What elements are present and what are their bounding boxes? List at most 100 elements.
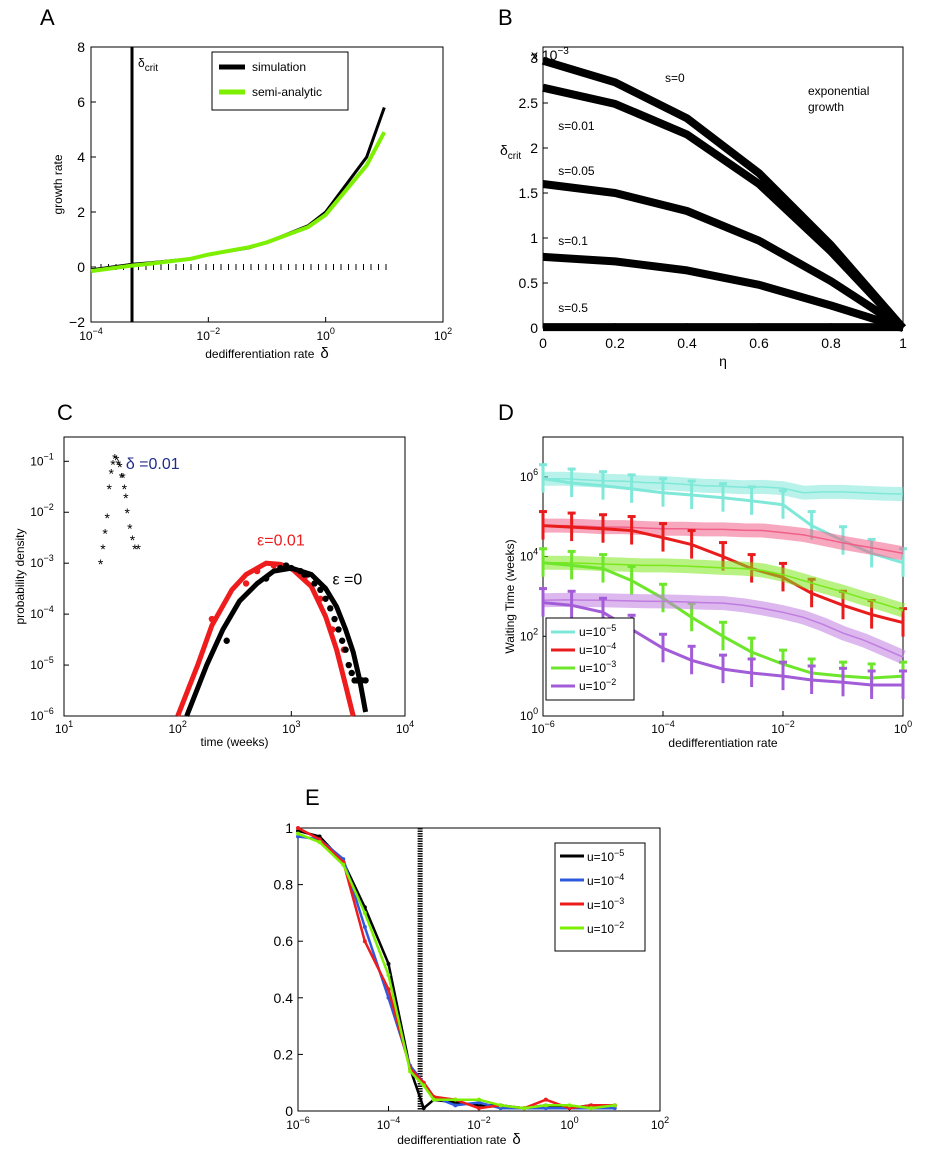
e-legend-label: u=10−3 <box>587 896 624 912</box>
c-fit-curve <box>184 565 369 717</box>
e-series-point <box>543 1106 548 1111</box>
d-legend-label: u=10−4 <box>579 641 616 657</box>
c-dot-point <box>262 575 270 582</box>
c-xtick-label: 103 <box>282 719 300 736</box>
e-series-point <box>477 1100 481 1105</box>
e-xtick-label: 102 <box>651 1115 669 1132</box>
c-dot-point <box>348 669 355 677</box>
d-legend-label: u=10−3 <box>579 659 616 675</box>
c-dot-point <box>317 595 324 602</box>
c-dot-point <box>277 564 284 572</box>
e-series-line <box>297 835 615 1110</box>
e-xlabel: dedifferentiation rate δ <box>397 1131 521 1148</box>
c-fit-curve <box>175 560 356 717</box>
e-series-point <box>421 1106 426 1111</box>
e-legend <box>554 842 646 952</box>
b-xtick-label: 0 <box>539 335 547 351</box>
d-xtick-label: 100 <box>894 719 912 736</box>
a-series-semi-analytic <box>90 131 387 274</box>
b-ylabel: δcrit <box>500 142 521 162</box>
a-ylabel: growth rate <box>51 154 65 214</box>
b-xtick-label: 0.2 <box>605 335 625 351</box>
panel-label-E: E <box>305 785 320 810</box>
e-series-point <box>296 834 300 839</box>
panel-d: D 10−6 10−4 10−2 100 100 102 104 106 u=10−5 u=10−4… <box>498 400 912 750</box>
e-series-point <box>477 1097 481 1102</box>
b-xlabel: η <box>719 353 727 369</box>
c-dot-point <box>253 567 261 575</box>
e-series-point <box>296 831 300 836</box>
c-ytick-label: 10−6 <box>30 706 54 723</box>
c-star-point: * <box>112 450 118 466</box>
c-dot-point <box>338 637 346 644</box>
e-series-point <box>386 961 391 966</box>
c-star-point: * <box>122 481 128 497</box>
e-series-point <box>498 1103 503 1108</box>
a-ytick-label: 2 <box>77 204 85 220</box>
b-xtick-label: 0.6 <box>749 335 769 351</box>
e-xtick-label: 10−4 <box>377 1115 401 1132</box>
e-series-point <box>453 1097 458 1102</box>
c-star-point: * <box>110 457 116 473</box>
a-ytick-label: 4 <box>77 149 85 165</box>
e-series-point <box>453 1103 458 1108</box>
e-series-point <box>386 973 391 978</box>
e-series-line <box>297 826 615 1110</box>
e-series-point <box>589 1103 594 1108</box>
d-ytick-label: 104 <box>520 547 538 564</box>
b-ytick-label: 2.5 <box>519 95 539 111</box>
c-dot-point <box>311 580 318 587</box>
e-series-point <box>408 1069 413 1074</box>
b-annotation-line: exponential <box>808 84 869 98</box>
c-xlabel: time (weeks) <box>200 735 268 749</box>
b-series-line <box>542 180 906 332</box>
c-dot-point <box>322 595 329 602</box>
panel-label-B: B <box>498 5 513 30</box>
c-dot-point <box>329 626 336 633</box>
b-xtick-label: 0.4 <box>677 335 697 351</box>
a-xtick-label: 102 <box>434 326 452 343</box>
e-series-point <box>317 840 322 845</box>
panel-label-D: D <box>498 400 514 425</box>
d-legend-label: u=10−2 <box>579 677 616 693</box>
e-series-point <box>477 1106 481 1111</box>
d-ytick-label: 106 <box>520 467 538 484</box>
c-star-point: * <box>132 541 138 557</box>
a-ytick-label: 6 <box>77 94 85 110</box>
a-xtick-label: 10−2 <box>197 326 221 343</box>
b-annotation-line: growth <box>808 100 844 114</box>
e-series-point <box>612 1106 617 1111</box>
c-star-point: * <box>98 556 104 572</box>
e-series-point <box>431 1097 436 1102</box>
c-xtick-label: 101 <box>55 719 73 736</box>
c-star-point: * <box>102 526 108 542</box>
e-legend-label: u=10−4 <box>587 872 624 888</box>
c-star-point: * <box>120 470 126 486</box>
d-ytick-label: 100 <box>520 706 538 723</box>
panel-a-axes-frame <box>90 46 444 323</box>
b-series-label: s=0.1 <box>558 234 588 248</box>
e-series-point <box>317 837 322 842</box>
panel-label-A: A <box>40 5 55 30</box>
e-ytick-label: 0.8 <box>274 877 294 893</box>
c-star-point: * <box>136 541 142 557</box>
e-series-point <box>453 1100 458 1105</box>
d-ytick-label: 102 <box>520 626 538 643</box>
panel-label-C: C <box>57 400 73 425</box>
a-legend <box>211 51 349 111</box>
c-dot-point <box>304 571 312 578</box>
b-ytick-label: 0.5 <box>519 275 539 291</box>
e-legend-label: u=10−2 <box>587 920 624 936</box>
c-star-point: * <box>119 470 125 486</box>
c-xtick-label: 104 <box>396 719 414 736</box>
d-xlabel: dedifferentiation rate <box>668 736 778 750</box>
c-star-point: * <box>123 490 129 506</box>
b-xtick-label: 1 <box>899 335 907 351</box>
c-ytick-label: 10−3 <box>30 553 54 570</box>
c-dot-point <box>317 586 324 594</box>
e-legend-label: u=10−5 <box>587 848 624 864</box>
c-dot-point <box>335 626 342 633</box>
e-series-line <box>297 832 615 1110</box>
c-ytick-label: 10−1 <box>30 451 54 468</box>
